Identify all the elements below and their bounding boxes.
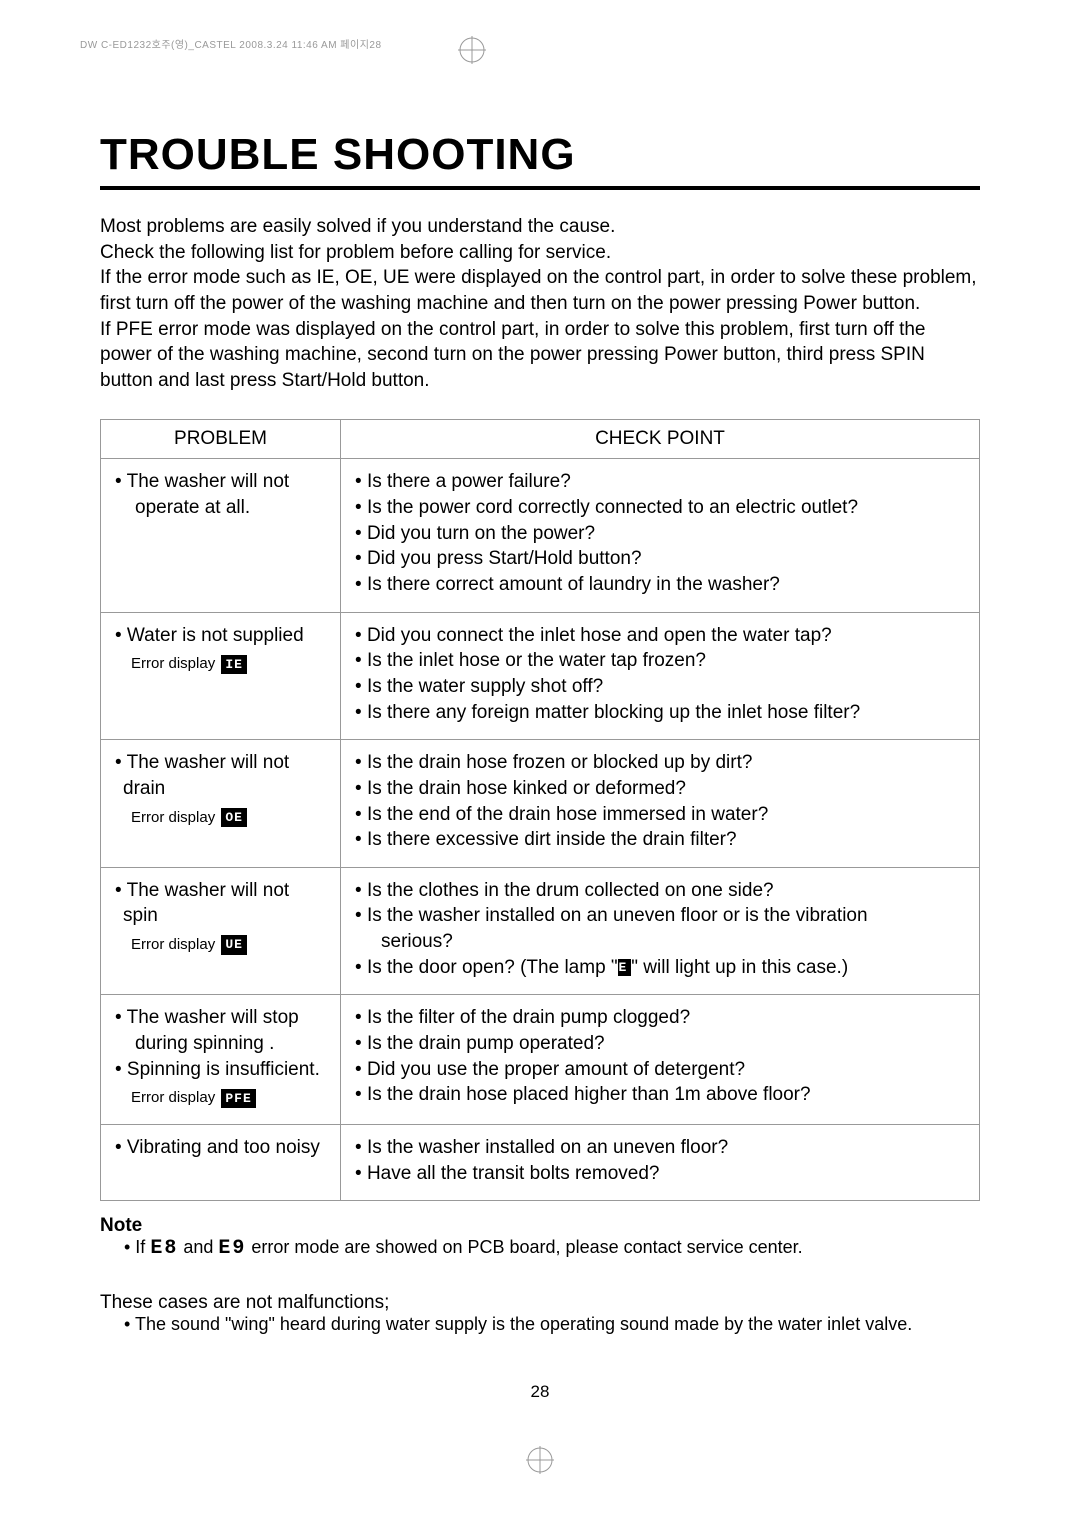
check-item: Is the drain hose kinked or deformed? [355,776,965,802]
check-item: Did you press Start/Hold button? [355,546,965,572]
table-header-check: CHECK POINT [341,420,980,459]
problem-text: • Spinning is insufficient. [115,1057,326,1083]
problem-text: • The washer will not spin [115,878,326,929]
problem-text: • The washer will not [115,469,326,495]
check-cell: Is there a power failure?Is the power co… [341,459,980,612]
page-title: TROUBLE SHOOTING [100,130,980,180]
check-item-continuation: serious? [355,929,965,955]
title-underline [100,186,980,190]
check-cell: Is the drain hose frozen or blocked up b… [341,740,980,868]
check-cell: Did you connect the inlet hose and open … [341,612,980,740]
table-row: • Water is not supplied Error display IE D… [101,612,980,740]
check-item: Is the power cord correctly connected to… [355,495,965,521]
closing-line-2: • The sound "wing" heard during water su… [100,1314,980,1335]
check-list: Is there a power failure?Is the power co… [355,469,965,597]
check-item: Is the clothes in the drum collected on … [355,878,965,904]
check-item: Is the washer installed on an uneven flo… [355,1135,965,1161]
closing-line-1: These cases are not malfunctions; [100,1292,980,1314]
problem-cell: • The washer will stopduring spinning .•… [101,995,341,1125]
page-content: TROUBLE SHOOTING Most problems are easil… [100,130,980,1335]
error-display-label: Error display IE [131,654,247,674]
error-display-label: Error display OE [131,808,247,828]
error-display-label: Error display PFE [131,1088,256,1108]
intro-line-2: Check the following list for problem bef… [100,240,980,266]
check-text: Is the door open? (The lamp " [367,957,618,978]
note-code-1: E8 [150,1237,178,1260]
closing-section: These cases are not malfunctions; • The … [100,1292,980,1335]
check-item: Is the drain pump operated? [355,1031,965,1057]
check-item: Did you turn on the power? [355,521,965,547]
check-item: Have all the transit bolts removed? [355,1161,965,1187]
check-item: Did you use the proper amount of deterge… [355,1057,965,1083]
table-row: • The washer will not spin Error display … [101,867,980,995]
note-line: • If E8 and E9 error mode are showed on … [100,1237,980,1260]
table-body: • The washer will notoperate at all.Is t… [101,459,980,1201]
check-item: Is the filter of the drain pump clogged? [355,1005,965,1031]
check-item: Is the door open? (The lamp "LE" will li… [355,955,965,981]
problem-sub-text: operate at all. [115,495,326,521]
check-list: Did you connect the inlet hose and open … [355,623,965,726]
inline-error-code: LE [618,959,632,977]
registration-mark-bottom [526,1446,554,1474]
error-code-badge: PFE [221,1089,255,1109]
problem-text: • Water is not supplied [115,623,326,649]
error-code-badge: OE [221,808,247,828]
check-item: Is there correct amount of laundry in th… [355,572,965,598]
check-item: Is the drain hose frozen or blocked up b… [355,750,965,776]
problem-text: • The washer will not drain [115,750,326,801]
check-list: Is the drain hose frozen or blocked up b… [355,750,965,853]
check-text: " will light up in this case.) [631,957,848,978]
problem-cell: • The washer will not spin Error display … [101,867,341,995]
note-title: Note [100,1215,980,1237]
problem-cell: • Water is not supplied Error display IE [101,612,341,740]
check-item: Is the washer installed on an uneven flo… [355,903,965,929]
intro-line-4: If PFE error mode was displayed on the c… [100,317,980,394]
check-item: Is there any foreign matter blocking up … [355,700,965,726]
problem-text: • The washer will stop [115,1005,326,1031]
intro-text: Most problems are easily solved if you u… [100,214,980,393]
table-row: • The washer will stopduring spinning .•… [101,995,980,1125]
check-list: Is the clothes in the drum collected on … [355,878,965,981]
note-code-2: E9 [218,1237,246,1260]
table-row: • The washer will not drain Error display… [101,740,980,868]
check-item: Is the drain hose placed higher than 1m … [355,1082,965,1108]
table-header-problem: PROBLEM [101,420,341,459]
troubleshooting-table: PROBLEM CHECK POINT • The washer will no… [100,419,980,1201]
check-list: Is the washer installed on an uneven flo… [355,1135,965,1186]
registration-mark-top [458,36,486,64]
error-code-badge: IE [221,655,247,675]
problem-cell: • The washer will notoperate at all. [101,459,341,612]
check-item: Is there a power failure? [355,469,965,495]
note-pre: • If [124,1237,150,1257]
check-item: Did you connect the inlet hose and open … [355,623,965,649]
check-cell: Is the filter of the drain pump clogged?… [341,995,980,1125]
table-row: • Vibrating and too noisy Is the washer i… [101,1124,980,1200]
check-item: Is the end of the drain hose immersed in… [355,802,965,828]
error-display-label: Error display UE [131,935,247,955]
error-code-badge: UE [221,935,247,955]
problem-text: during spinning . [115,1031,326,1057]
note-section: Note • If E8 and E9 error mode are showe… [100,1215,980,1260]
print-meta-header: DW C-ED1232호주(영)_CASTEL 2008.3.24 11:46 … [80,36,382,51]
problem-cell: • Vibrating and too noisy [101,1124,341,1200]
page-number: 28 [0,1382,1080,1402]
check-item: Is there excessive dirt inside the drain… [355,827,965,853]
problem-cell: • The washer will not drain Error display… [101,740,341,868]
note-mid: and [178,1237,218,1257]
check-cell: Is the clothes in the drum collected on … [341,867,980,995]
intro-line-1: Most problems are easily solved if you u… [100,214,980,240]
problem-text: • Vibrating and too noisy [115,1135,326,1161]
check-item: Is the inlet hose or the water tap froze… [355,648,965,674]
check-item: Is the water supply shot off? [355,674,965,700]
note-post: error mode are showed on PCB board, plea… [246,1237,802,1257]
check-cell: Is the washer installed on an uneven flo… [341,1124,980,1200]
check-list: Is the filter of the drain pump clogged?… [355,1005,965,1108]
intro-line-3: If the error mode such as IE, OE, UE wer… [100,265,980,316]
table-row: • The washer will notoperate at all.Is t… [101,459,980,612]
